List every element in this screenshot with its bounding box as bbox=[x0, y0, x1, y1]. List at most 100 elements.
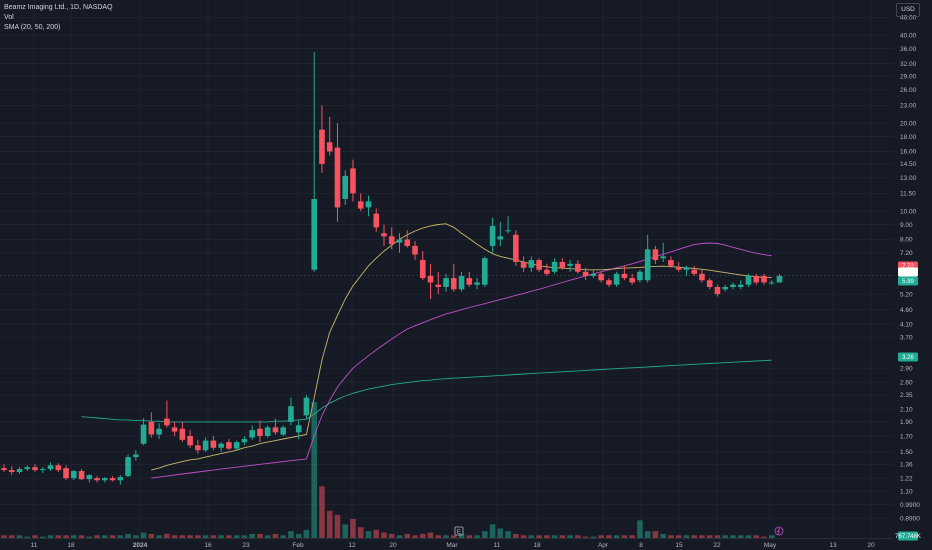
x-tick-label: 18 bbox=[67, 542, 75, 549]
volume-bar bbox=[311, 402, 317, 538]
candle-body bbox=[32, 467, 38, 471]
candle-body bbox=[195, 445, 201, 451]
y-tick-label: 0.8900 bbox=[900, 515, 920, 522]
candle-body bbox=[606, 280, 612, 285]
x-tick-label: 16 bbox=[204, 542, 212, 549]
y-tick-label: 14.50 bbox=[900, 161, 917, 168]
x-tick-label: 22 bbox=[713, 542, 721, 549]
y-tick-label: 2.60 bbox=[900, 379, 913, 386]
candle-body bbox=[249, 430, 255, 438]
candle-body bbox=[675, 267, 682, 270]
candle-body bbox=[652, 249, 659, 261]
volume-bar bbox=[47, 535, 54, 538]
volume-bar bbox=[202, 535, 209, 538]
earnings-marker bbox=[454, 526, 464, 536]
candle-body bbox=[303, 397, 310, 416]
volume-indicator-label[interactable]: Vol bbox=[4, 14, 14, 21]
x-tick-label: 8 bbox=[639, 542, 643, 549]
candle-body bbox=[70, 471, 77, 479]
volume-bar bbox=[699, 535, 705, 538]
candle-body bbox=[621, 273, 628, 279]
y-tick-label: 1.10 bbox=[900, 489, 913, 496]
volume-bar bbox=[513, 533, 519, 538]
candle-body bbox=[613, 273, 620, 285]
x-tick-label: 18 bbox=[533, 542, 541, 549]
price-badge-label: 5.99 bbox=[902, 279, 914, 285]
y-tick-label: 26.00 bbox=[900, 87, 917, 94]
volume-bar bbox=[590, 536, 597, 538]
volume-bar bbox=[365, 531, 372, 538]
candle-body bbox=[536, 260, 542, 270]
candle-body bbox=[598, 273, 604, 281]
volume-bar bbox=[412, 535, 418, 538]
sma20-line bbox=[151, 223, 772, 471]
candle-body bbox=[47, 465, 54, 470]
volume-bar bbox=[466, 535, 473, 538]
candle-body bbox=[156, 428, 162, 435]
candle-body bbox=[241, 439, 248, 443]
currency-button[interactable]: USD bbox=[896, 3, 920, 17]
candle-body bbox=[342, 175, 349, 200]
volume-bar bbox=[443, 535, 449, 538]
volume-bar bbox=[86, 536, 93, 538]
y-tick-label: 32.00 bbox=[900, 61, 917, 68]
volume-bar bbox=[381, 532, 387, 538]
y-tick-label: 9.00 bbox=[900, 222, 913, 229]
volume-bar bbox=[303, 529, 310, 538]
candle-body bbox=[272, 427, 279, 433]
x-tick-label: Mar bbox=[446, 542, 458, 549]
y-tick-label: 18.00 bbox=[900, 134, 917, 141]
x-tick-label: Apr bbox=[598, 542, 609, 549]
volume-bar bbox=[249, 533, 255, 538]
volume-bar bbox=[551, 535, 558, 538]
volume-bar bbox=[195, 535, 201, 538]
candle-body bbox=[94, 478, 100, 481]
volume-bar bbox=[629, 535, 635, 538]
volume-bar bbox=[24, 536, 31, 538]
candle-body bbox=[125, 457, 131, 477]
x-tick-label: 20 bbox=[867, 542, 875, 549]
volume-bar bbox=[544, 535, 550, 538]
volume-bar bbox=[598, 535, 604, 538]
volume-bar bbox=[295, 533, 302, 538]
volume-bar bbox=[39, 536, 46, 538]
volume-bar bbox=[520, 535, 527, 538]
candle-body bbox=[210, 440, 217, 448]
sma50-line bbox=[151, 242, 772, 479]
volume-bar bbox=[342, 524, 349, 538]
candle-body bbox=[761, 275, 767, 283]
candle-body bbox=[412, 245, 418, 255]
candle-body bbox=[39, 469, 46, 471]
x-tick-label: 11 bbox=[494, 542, 501, 549]
volume-bar bbox=[474, 535, 480, 538]
candle-body bbox=[295, 425, 302, 433]
candle-body bbox=[450, 278, 457, 290]
volume-bar bbox=[102, 535, 108, 538]
candle-body bbox=[660, 256, 666, 259]
volume-bar bbox=[117, 535, 124, 538]
x-tick-label: Feb bbox=[292, 542, 304, 549]
candle-body bbox=[140, 424, 147, 444]
volume-bar bbox=[156, 535, 162, 538]
candle-body bbox=[482, 258, 488, 285]
price-badge-label: 767.748K bbox=[895, 534, 921, 540]
lightning-icon-bolt bbox=[776, 527, 781, 535]
volume-bar bbox=[125, 533, 131, 538]
volume-bar bbox=[94, 535, 100, 538]
y-tick-label: 1.50 bbox=[900, 449, 913, 456]
volume-bar bbox=[148, 533, 155, 538]
candle-body bbox=[513, 234, 519, 262]
volume-bar bbox=[722, 535, 729, 538]
y-tick-label: 8.00 bbox=[900, 237, 913, 244]
candle-body bbox=[373, 213, 380, 228]
volume-bar bbox=[660, 533, 666, 538]
volume-bar bbox=[497, 528, 504, 538]
y-tick-label: 1.70 bbox=[900, 433, 913, 440]
volume-bar bbox=[668, 535, 674, 538]
candle-body bbox=[148, 421, 155, 435]
symbol-title[interactable]: Beamz Imaging Ltd., 1D, NASDAQ bbox=[4, 4, 113, 11]
sma-indicator-label[interactable]: SMA (20, 50, 200) bbox=[4, 24, 61, 31]
candle-body bbox=[419, 260, 426, 279]
volume-bar bbox=[683, 535, 690, 538]
